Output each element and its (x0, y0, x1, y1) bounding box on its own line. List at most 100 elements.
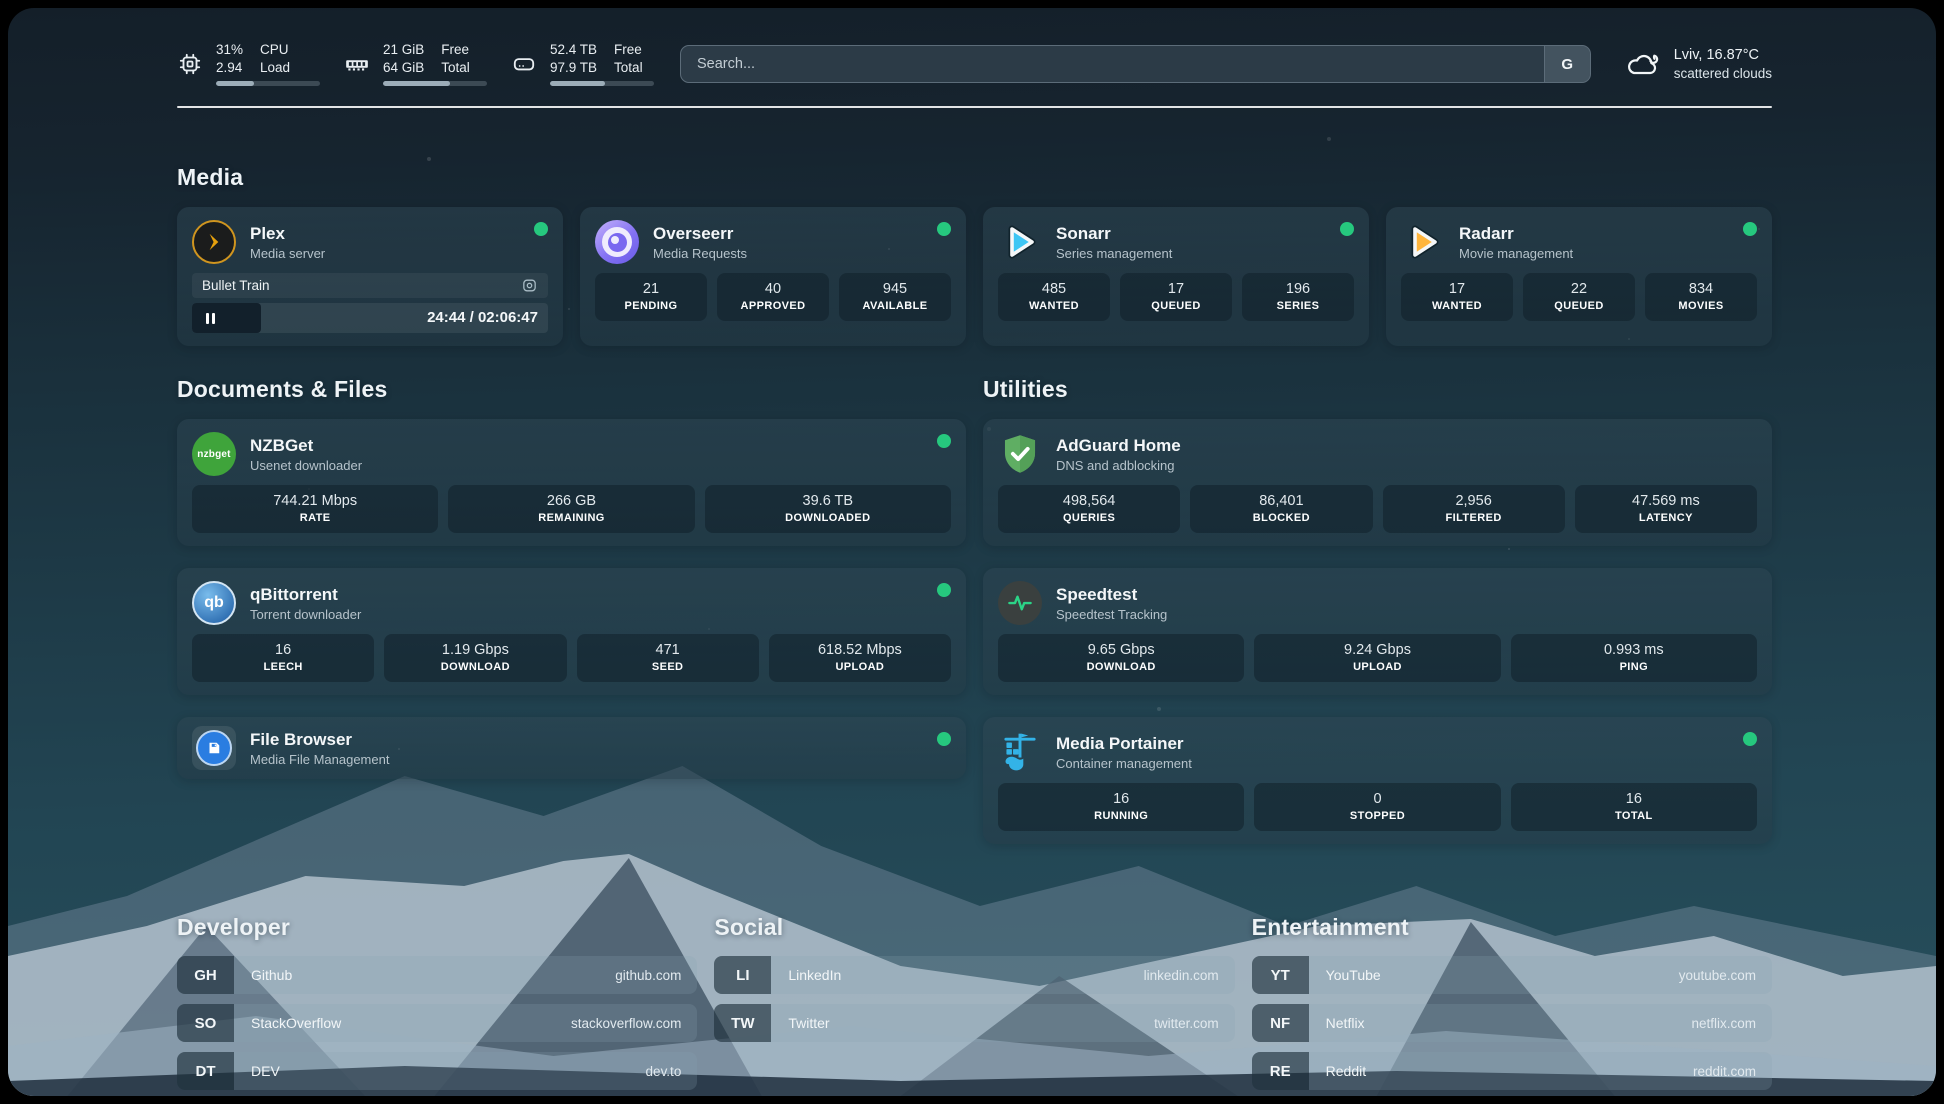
stat-tile: 21 PENDING (595, 273, 707, 321)
app-description: Media File Management (250, 751, 390, 767)
app-description: Container management (1056, 755, 1192, 771)
section-title-entertainment: Entertainment (1251, 914, 1409, 940)
radarr-card[interactable]: Radarr Movie management 17 WANTED 22 QUEUE… (1386, 207, 1772, 346)
stat-tile: 266 GB REMAINING (448, 485, 695, 533)
bookmark-url: netflix.com (1691, 1015, 1756, 1031)
weather-widget: Lviv, 16.87°C scattered clouds (1625, 47, 1772, 82)
bookmark-name: StackOverflow (251, 1015, 342, 1031)
app-description: Media server (250, 245, 326, 261)
app-name: AdGuard Home (1056, 435, 1181, 455)
stat-tile: 471 SEED (576, 634, 759, 682)
bookmark-url: youtube.com (1678, 967, 1756, 983)
social-bookmarks: Social LI LinkedIn linkedin.com TW Twitt… (714, 914, 1235, 1096)
stat-tile: 17 WANTED (1401, 273, 1513, 321)
bookmark-github[interactable]: GH Github github.com (177, 956, 698, 994)
bookmark-abbr: DT (177, 1052, 234, 1090)
sonarr-logo-icon (998, 220, 1042, 264)
app-name: Radarr (1459, 223, 1514, 243)
qbittorrent-card[interactable]: qb qBittorrent Torrent downloader 16 LEEC… (177, 568, 966, 695)
cloud-icon (1625, 49, 1661, 79)
stat-tile: 2,956 FILTERED (1382, 485, 1565, 533)
status-dot (1743, 222, 1757, 236)
status-dot (1743, 732, 1757, 746)
stat-tile: 22 QUEUED (1523, 273, 1635, 321)
documents-column: Documents & Files nzbget NZBGet Usenet d… (177, 376, 966, 866)
speedtest-logo-icon (998, 581, 1042, 625)
pause-icon (206, 312, 215, 324)
memory-icon (344, 51, 370, 77)
speedtest-card[interactable]: Speedtest Speedtest Tracking 9.65 Gbps DO… (983, 568, 1772, 695)
cast-icon (521, 277, 538, 294)
now-playing-title: Bullet Train (202, 278, 270, 293)
app-description: Media Requests (653, 245, 747, 261)
search-input[interactable] (681, 46, 1544, 82)
bookmark-name: Twitter (788, 1015, 830, 1031)
status-dot (937, 583, 951, 597)
disk-free-value: 52.4 TB (550, 42, 598, 57)
nzbget-card[interactable]: nzbget NZBGet Usenet downloader 744.21 M… (177, 419, 966, 546)
app-name: Speedtest (1056, 584, 1138, 604)
sonarr-card[interactable]: Sonarr Series management 485 WANTED 17 QUE… (983, 207, 1369, 346)
bookmark-stackoverflow[interactable]: SO StackOverflow stackoverflow.com (177, 1004, 698, 1042)
status-dot (937, 222, 951, 236)
portainer-card[interactable]: Media Portainer Container management 16 R… (983, 717, 1772, 844)
disk-free-label: Free (614, 42, 642, 57)
app-name: Media Portainer (1056, 733, 1184, 753)
stat-tile: 485 WANTED (998, 273, 1110, 321)
stat-tile: 9.65 Gbps DOWNLOAD (998, 634, 1245, 682)
app-description: Speedtest Tracking (1056, 606, 1168, 622)
status-dot (534, 222, 548, 236)
stat-tile: 0.993 ms PING (1510, 634, 1757, 682)
qbittorrent-logo-icon: qb (192, 581, 236, 625)
memory-usage-bar (383, 81, 487, 86)
stat-tile: 9.24 Gbps UPLOAD (1254, 634, 1501, 682)
bookmark-abbr: LI (714, 956, 772, 994)
stat-tile: 16 LEECH (192, 634, 375, 682)
developer-bookmarks: Developer GH Github github.com SO StackO… (177, 914, 698, 1096)
search-engine-button[interactable]: G (1543, 46, 1590, 82)
bookmark-name: DEV (251, 1063, 280, 1079)
plex-card[interactable]: Plex Media server Bullet Train 24: (177, 207, 563, 346)
app-description: Series management (1056, 245, 1173, 261)
adguard-card[interactable]: AdGuard Home DNS and adblocking 498,564 Q… (983, 419, 1772, 546)
bookmark-url: stackoverflow.com (571, 1015, 682, 1031)
stat-tile: 16 TOTAL (1510, 783, 1757, 831)
bookmark-url: github.com (615, 967, 682, 983)
app-description: DNS and adblocking (1056, 457, 1175, 473)
playback-time: 24:44 / 02:06:47 (427, 309, 538, 326)
app-name: qBittorrent (250, 584, 338, 604)
bookmark-url: linkedin.com (1143, 967, 1219, 983)
status-dot (1340, 222, 1354, 236)
cpu-usage-bar (216, 81, 320, 86)
bookmark-dev[interactable]: DT DEV dev.to (177, 1052, 698, 1090)
top-bar: 31% 2.94 CPU Load (177, 42, 1772, 86)
plex-logo-icon (192, 220, 236, 264)
cpu-load-value: 2.94 (216, 60, 243, 75)
playback-progress-bar[interactable]: 24:44 / 02:06:47 (192, 303, 548, 333)
weather-location-temp: Lviv, 16.87°C (1673, 46, 1760, 63)
disk-icon (511, 51, 537, 77)
bookmark-reddit[interactable]: RE Reddit reddit.com (1251, 1052, 1772, 1090)
bookmark-twitter[interactable]: TW Twitter twitter.com (714, 1004, 1235, 1042)
media-card-grid: Plex Media server Bullet Train 24: (177, 207, 1772, 346)
bookmark-abbr: TW (714, 1004, 772, 1042)
bookmark-linkedin[interactable]: LI LinkedIn linkedin.com (714, 956, 1235, 994)
disk-stat: 52.4 TB 97.9 TB Free Total (511, 42, 654, 86)
app-description: Usenet downloader (250, 457, 363, 473)
bookmark-youtube[interactable]: YT YouTube youtube.com (1251, 956, 1772, 994)
overseerr-logo-icon (595, 220, 639, 264)
bookmark-name: LinkedIn (788, 967, 842, 983)
section-title-social: Social (714, 914, 784, 940)
bookmark-abbr: NF (1251, 1004, 1309, 1042)
topbar-divider (177, 106, 1772, 108)
overseerr-card[interactable]: Overseerr Media Requests 21 PENDING 40 APP… (580, 207, 966, 346)
app-name: Overseerr (653, 223, 734, 243)
filebrowser-card[interactable]: File Browser Media File Management (177, 717, 966, 779)
bookmark-name: Netflix (1325, 1015, 1365, 1031)
stat-tile: 196 SERIES (1242, 273, 1354, 321)
bookmark-netflix[interactable]: NF Netflix netflix.com (1251, 1004, 1772, 1042)
stat-tile: 86,401 BLOCKED (1190, 485, 1373, 533)
stat-tile: 1.19 Gbps DOWNLOAD (384, 634, 567, 682)
stat-tile: 744.21 Mbps RATE (192, 485, 439, 533)
status-dot (937, 434, 951, 448)
